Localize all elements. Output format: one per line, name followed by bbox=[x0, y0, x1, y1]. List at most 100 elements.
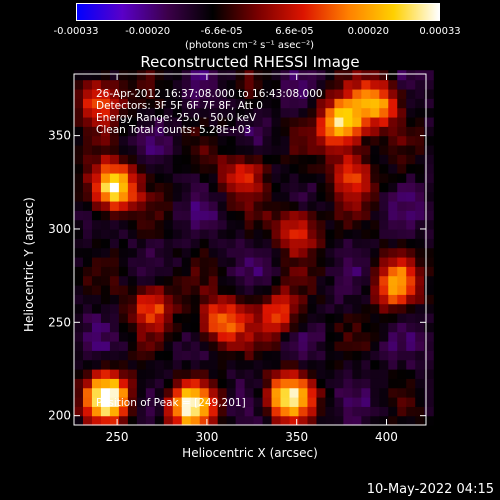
heatmap-cell bbox=[370, 238, 380, 249]
heatmap-cell bbox=[262, 238, 273, 249]
heatmap-cell bbox=[100, 191, 111, 202]
heatmap-cell bbox=[91, 331, 102, 342]
heatmap-cell bbox=[91, 126, 102, 137]
heatmap-cell bbox=[334, 350, 344, 361]
heatmap-cell bbox=[343, 154, 353, 165]
heatmap-cell bbox=[91, 88, 102, 99]
heatmap-cell bbox=[91, 378, 102, 389]
heatmap-cell bbox=[154, 415, 165, 426]
heatmap-cell bbox=[181, 191, 192, 202]
heatmap-cell bbox=[82, 368, 93, 379]
heatmap-cell bbox=[307, 210, 318, 221]
heatmap-cell bbox=[370, 107, 380, 118]
heatmap-cell bbox=[82, 340, 93, 351]
heatmap-cell bbox=[190, 275, 201, 286]
heatmap-cell bbox=[316, 200, 327, 211]
heatmap-cell bbox=[415, 144, 425, 155]
heatmap-cell bbox=[82, 107, 93, 118]
heatmap-cell bbox=[74, 340, 84, 351]
heatmap-cell bbox=[100, 135, 111, 146]
heatmap-cell bbox=[226, 368, 237, 379]
heatmap-cell bbox=[181, 284, 192, 295]
heatmap-cell bbox=[379, 284, 389, 295]
heatmap-cell bbox=[325, 350, 336, 361]
heatmap-cell bbox=[316, 396, 327, 407]
heatmap-cell bbox=[199, 154, 210, 165]
heatmap-cell bbox=[271, 172, 282, 183]
heatmap-cell bbox=[74, 144, 84, 155]
heatmap-cell bbox=[91, 210, 102, 221]
heatmap-cell bbox=[154, 406, 165, 417]
heatmap-cell bbox=[307, 228, 318, 239]
heatmap-cell bbox=[406, 191, 416, 202]
heatmap-cell bbox=[253, 406, 264, 417]
heatmap-cell bbox=[406, 144, 416, 155]
heatmap-cell bbox=[145, 126, 156, 137]
heatmap-cell bbox=[226, 294, 237, 305]
heatmap-cell bbox=[127, 378, 138, 389]
heatmap-cell bbox=[253, 275, 264, 286]
heatmap-cell bbox=[379, 340, 389, 351]
heatmap-cell bbox=[415, 88, 425, 99]
heatmap-cell bbox=[316, 98, 327, 109]
heatmap-cell bbox=[316, 126, 327, 137]
heatmap-cell bbox=[91, 70, 102, 81]
heatmap-cell bbox=[262, 116, 273, 127]
heatmap-cell bbox=[217, 256, 228, 267]
heatmap-cell bbox=[370, 182, 380, 193]
heatmap-cell bbox=[325, 172, 336, 183]
heatmap-cell bbox=[109, 396, 120, 407]
heatmap-cell bbox=[154, 191, 165, 202]
heatmap-cell bbox=[100, 303, 111, 314]
heatmap-cell bbox=[235, 144, 246, 155]
heatmap-cell bbox=[100, 228, 111, 239]
heatmap-cell bbox=[361, 378, 371, 389]
heatmap-cell bbox=[316, 228, 327, 239]
heatmap-cell bbox=[208, 294, 219, 305]
heatmap-cell bbox=[316, 368, 327, 379]
heatmap-cell bbox=[415, 378, 425, 389]
heatmap-cell bbox=[298, 415, 309, 426]
heatmap-cell bbox=[397, 340, 407, 351]
heatmap-cell bbox=[343, 359, 353, 370]
heatmap-cell bbox=[388, 163, 398, 174]
heatmap-cell bbox=[181, 172, 192, 183]
heatmap-cell bbox=[406, 238, 416, 249]
heatmap-cell bbox=[226, 340, 237, 351]
heatmap-cell bbox=[163, 163, 174, 174]
heatmap-cell bbox=[406, 406, 416, 417]
heatmap-cell bbox=[172, 238, 183, 249]
heatmap-cell bbox=[424, 368, 434, 379]
heatmap-cell bbox=[74, 172, 84, 183]
heatmap-cell bbox=[172, 294, 183, 305]
heatmap-cell bbox=[325, 126, 336, 137]
heatmap-cell bbox=[109, 191, 120, 202]
heatmap-cell bbox=[334, 238, 344, 249]
heatmap-cell bbox=[226, 322, 237, 333]
heatmap-cell bbox=[334, 70, 344, 81]
info-line-detectors: Detectors: 3F 5F 6F 7F 8F, Att 0 bbox=[96, 100, 263, 112]
heatmap-cell bbox=[298, 135, 309, 146]
heatmap-cell bbox=[199, 210, 210, 221]
heatmap-cell bbox=[199, 294, 210, 305]
heatmap-cell bbox=[388, 350, 398, 361]
heatmap-cell bbox=[370, 312, 380, 323]
heatmap-cell bbox=[298, 126, 309, 137]
heatmap-cell bbox=[181, 182, 192, 193]
heatmap-cell bbox=[127, 200, 138, 211]
heatmap-cell bbox=[181, 378, 192, 389]
heatmap-cell bbox=[415, 182, 425, 193]
heatmap-cell bbox=[109, 200, 120, 211]
heatmap-cell bbox=[74, 359, 84, 370]
heatmap-cell bbox=[280, 256, 291, 267]
heatmap-cell bbox=[271, 79, 282, 90]
heatmap-cell bbox=[415, 210, 425, 221]
heatmap-cell bbox=[109, 378, 120, 389]
heatmap-cell bbox=[415, 266, 425, 277]
heatmap-cell bbox=[82, 219, 93, 230]
heatmap-cell bbox=[370, 88, 380, 99]
heatmap-cell bbox=[100, 172, 111, 183]
heatmap-cell bbox=[172, 191, 183, 202]
heatmap-cell bbox=[74, 70, 84, 81]
heatmap-cell bbox=[109, 406, 120, 417]
